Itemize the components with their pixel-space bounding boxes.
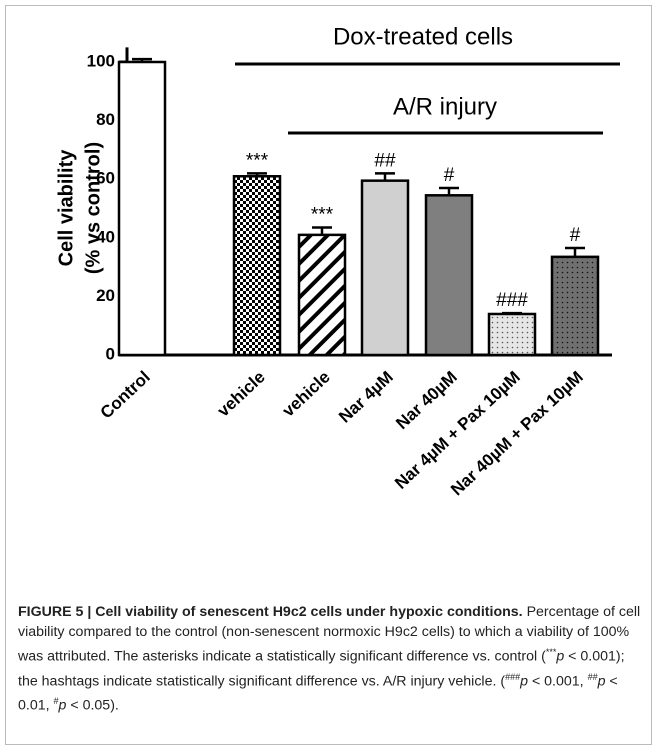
caption-text: ## <box>587 671 598 682</box>
y-axis-label: (% vs control) <box>82 142 104 274</box>
caption-text: FIGURE 5 | Cell viability of senescent H… <box>18 604 523 620</box>
caption-text: p <box>520 673 528 690</box>
significance-label: *** <box>246 150 269 171</box>
bar <box>424 194 474 357</box>
caption-text: Percentage of cell viability compared to… <box>18 604 641 665</box>
y-tick-label: 100 <box>87 51 115 70</box>
y-tick-label: 60 <box>96 169 115 188</box>
bar <box>117 60 167 357</box>
caption: FIGURE 5 | Cell viability of senescent H… <box>18 602 646 716</box>
caption-text: *** <box>545 647 557 657</box>
bar <box>360 179 410 357</box>
caption-text: ### <box>505 671 521 682</box>
x-tick-label: Nar 4µM <box>335 367 397 426</box>
y-tick-label: 80 <box>96 110 115 129</box>
x-tick-label: Nar 4µM + Pax 10µM <box>391 367 524 493</box>
significance-label: *** <box>311 205 334 226</box>
caption-text: p <box>556 648 565 665</box>
x-tick-label: Control <box>97 367 154 422</box>
caption-text: < 0.01, <box>18 673 618 715</box>
chart: Cell viability (% vs control) 0 20 40 60 80 1… <box>55 23 620 499</box>
x-tick-label: vehicle <box>214 367 269 420</box>
y-tick-label: 20 <box>96 286 115 305</box>
caption-text: < 0.001); the hashtags indicate statisti… <box>18 648 625 690</box>
bar <box>550 255 600 357</box>
x-tick-label: vehicle <box>279 367 334 420</box>
y-axis-label: Cell viability <box>55 149 77 267</box>
bracket-label: A/R injury <box>393 93 497 120</box>
caption-text: < 0.001, <box>528 673 588 690</box>
y-tick-label: 0 <box>106 344 115 363</box>
significance-label: # <box>570 225 581 246</box>
caption-text: < 0.05). <box>66 698 119 715</box>
caption-text: p <box>597 673 606 690</box>
significance-label: ### <box>496 290 528 311</box>
caption-text: p <box>58 698 67 715</box>
bar <box>487 312 537 357</box>
significance-label: # <box>444 165 455 186</box>
significance-label: ## <box>374 150 396 171</box>
caption-text: # <box>53 696 59 707</box>
bar <box>297 233 347 357</box>
bracket-label: Dox-treated cells <box>333 23 513 50</box>
bar <box>232 175 282 357</box>
figure-frame <box>5 5 652 745</box>
y-tick-label: 40 <box>96 227 115 246</box>
